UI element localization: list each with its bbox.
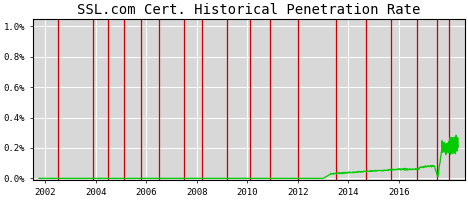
Title: SSL.com Cert. Historical Penetration Rate: SSL.com Cert. Historical Penetration Rat…: [77, 3, 420, 17]
